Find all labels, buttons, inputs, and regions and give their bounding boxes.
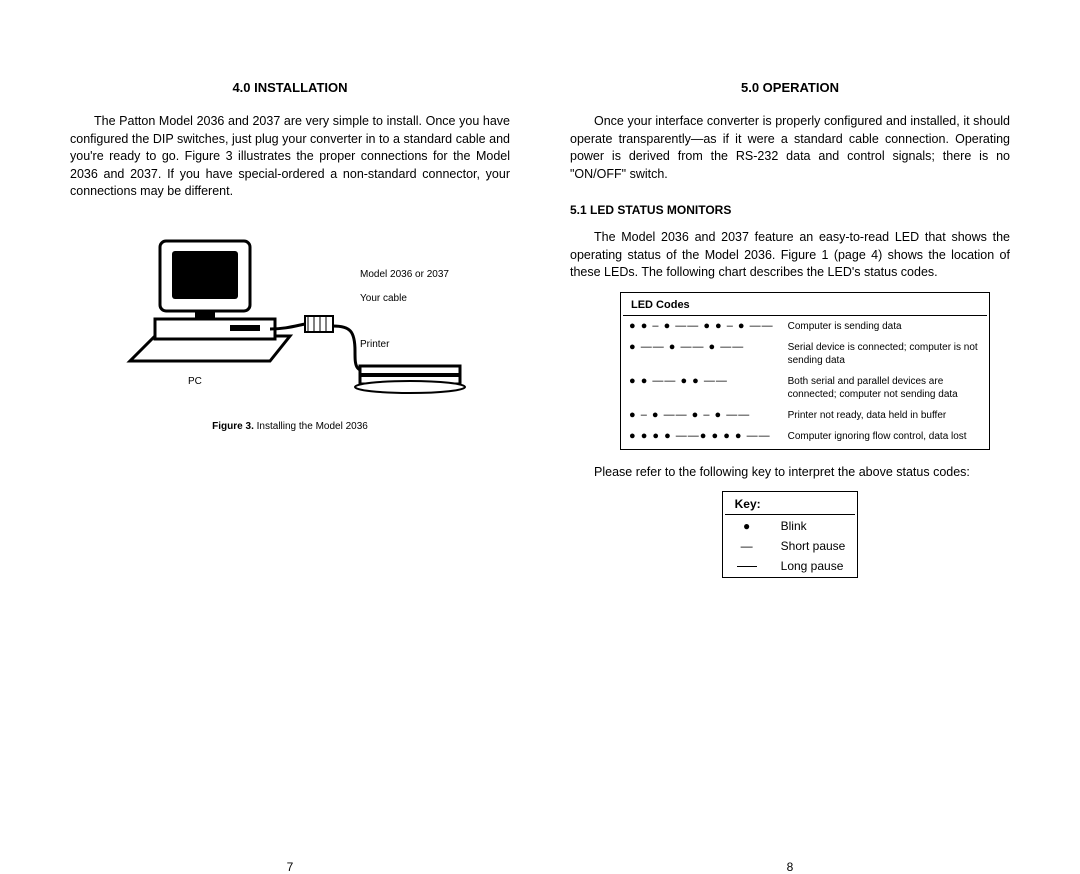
led-status-paragraph: The Model 2036 and 2037 feature an easy-…: [570, 229, 1010, 282]
long-dash-icon: [737, 566, 757, 567]
led-desc: Serial device is connected; computer is …: [782, 339, 987, 371]
label-model: Model 2036 or 2037: [360, 269, 449, 280]
led-pattern: ● ● ● ● ——● ● ● ● ——: [623, 428, 780, 447]
table-row: ● —— ● —— ● —— Serial device is connecte…: [623, 339, 987, 371]
table-row: ● ● – ● —— ● ● – ● —— Computer is sendin…: [623, 318, 987, 337]
led-pattern: ● ● —— ● ● ——: [623, 373, 780, 405]
table-row: ● Blink: [725, 517, 856, 535]
led-desc: Computer is sending data: [782, 318, 987, 337]
figure-3-caption-text: Installing the Model 2036: [254, 421, 368, 432]
table-row: Long pause: [725, 557, 856, 575]
figure-3-caption: Figure 3. Installing the Model 2036: [70, 421, 510, 432]
led-desc: Computer ignoring flow control, data los…: [782, 428, 987, 447]
key-label: Long pause: [771, 557, 856, 575]
page-number-8: 8: [540, 860, 1040, 874]
led-pattern: ● – ● —— ● – ● ——: [623, 407, 780, 426]
key-label: Blink: [771, 517, 856, 535]
key-label: Short pause: [771, 537, 856, 555]
page-8: 5.0 OPERATION Once your interface conver…: [540, 80, 1040, 834]
heading-led-status: 5.1 LED STATUS MONITORS: [570, 203, 1010, 217]
key-symbol: ●: [725, 517, 769, 535]
key-symbol-long: [725, 557, 769, 575]
led-codes-table: LED Codes ● ● – ● —— ● ● – ● —— Computer…: [620, 292, 990, 450]
led-codes-title: LED Codes: [623, 295, 987, 316]
page-number-7: 7: [40, 860, 540, 874]
heading-operation: 5.0 OPERATION: [570, 80, 1010, 95]
table-row: ● – ● —— ● – ● —— Printer not ready, dat…: [623, 407, 987, 426]
installation-paragraph: The Patton Model 2036 and 2037 are very …: [70, 113, 510, 201]
led-desc: Printer not ready, data held in buffer: [782, 407, 987, 426]
label-cable: Your cable: [360, 293, 407, 304]
label-pc: PC: [188, 376, 202, 387]
led-pattern: ● —— ● —— ● ——: [623, 339, 780, 371]
key-table: Key: ● Blink — Short pause Long pause: [722, 491, 859, 578]
manual-spread: 4.0 INSTALLATION The Patton Model 2036 a…: [0, 0, 1080, 854]
figure-3: Model 2036 or 2037 Your cable Printer PC…: [70, 231, 510, 432]
table-row: — Short pause: [725, 537, 856, 555]
table-row: ● ● ● ● ——● ● ● ● —— Computer ignoring f…: [623, 428, 987, 447]
key-title: Key:: [725, 494, 856, 515]
diagram-svg: [100, 231, 480, 411]
heading-installation: 4.0 INSTALLATION: [70, 80, 510, 95]
label-printer: Printer: [360, 339, 389, 350]
operation-intro: Once your interface converter is properl…: [570, 113, 1010, 183]
figure-3-caption-bold: Figure 3.: [212, 421, 254, 432]
led-desc: Both serial and parallel devices are con…: [782, 373, 987, 405]
key-symbol: —: [725, 537, 769, 555]
led-pattern: ● ● – ● —— ● ● – ● ——: [623, 318, 780, 337]
page-7: 4.0 INSTALLATION The Patton Model 2036 a…: [40, 80, 540, 834]
table-row: ● ● —— ● ● —— Both serial and parallel d…: [623, 373, 987, 405]
installation-diagram: Model 2036 or 2037 Your cable Printer PC: [100, 231, 480, 411]
post-table-paragraph: Please refer to the following key to int…: [570, 464, 1010, 482]
